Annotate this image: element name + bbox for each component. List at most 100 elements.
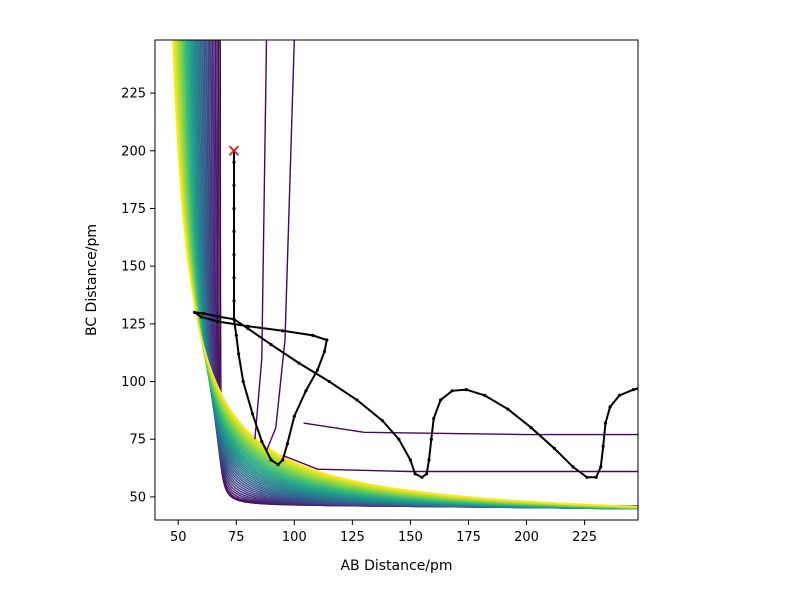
trajectory-point: [585, 475, 589, 479]
contour-line: [206, 40, 638, 510]
x-tick-label: 150: [398, 530, 423, 545]
contour-line: [172, 40, 638, 508]
trajectory-point: [327, 379, 331, 384]
trajectory-point: [232, 206, 236, 211]
contour-line: [190, 40, 638, 510]
contour-line: [198, 40, 638, 510]
contour-line: [210, 40, 638, 509]
trajectory-point: [603, 421, 608, 425]
trajectory-point: [322, 349, 327, 354]
contour-line: [196, 40, 638, 510]
trajectory-point: [269, 458, 273, 462]
x-tick-label: 50: [170, 530, 187, 545]
trajectory-point: [608, 405, 612, 409]
trajectory-point: [413, 472, 417, 476]
trajectory-point: [397, 437, 401, 441]
start-marker: [228, 145, 240, 156]
contour-line: [214, 40, 638, 508]
contour-line: [194, 40, 638, 510]
contour-line: [207, 40, 638, 509]
trajectory-point: [325, 338, 329, 342]
trajectory-point: [408, 458, 412, 462]
trajectory-point: [552, 446, 557, 451]
y-tick-label: 200: [121, 144, 146, 159]
trajectory-point: [232, 253, 236, 257]
contour-line: [213, 40, 638, 508]
contour-line: [191, 40, 638, 510]
trajectory-point: [232, 317, 236, 321]
contour-line: [199, 40, 638, 510]
trajectory-point: [631, 388, 636, 392]
y-tick-label: 125: [121, 317, 146, 332]
contour-line: [216, 40, 638, 508]
trajectory-point: [594, 475, 598, 479]
trajectory-point: [381, 419, 385, 423]
trajectory-point: [506, 407, 510, 411]
trajectory-point: [232, 183, 236, 187]
trajectory-point: [192, 310, 197, 314]
contour-lines: [172, 40, 638, 510]
trajectory-point: [571, 465, 575, 469]
x-tick-label: 225: [572, 530, 597, 545]
contour-line: [192, 40, 638, 510]
contour-line: [265, 40, 295, 452]
y-tick-label: 75: [129, 433, 146, 448]
plot-area-frame: [154, 39, 639, 521]
trajectory-point: [429, 437, 433, 441]
trajectory-point: [297, 361, 301, 365]
trajectory-point: [260, 439, 264, 444]
trajectory-point: [599, 465, 603, 469]
trajectory-point: [355, 398, 359, 402]
contour-line: [211, 40, 638, 509]
trajectory-point: [199, 315, 203, 319]
y-axis: 50 75 100 125 150 175 200 225: [121, 87, 155, 505]
trajectory-point: [311, 333, 315, 337]
trajectory-point: [281, 329, 285, 333]
marker-layer: [228, 145, 240, 156]
trajectory-point: [232, 229, 236, 234]
trajectory-point: [439, 398, 443, 402]
trajectory-point: [218, 315, 222, 319]
trajectory-point: [246, 324, 250, 328]
contour-line: [203, 40, 638, 510]
trajectory-point: [315, 368, 320, 372]
trajectory-point: [234, 333, 238, 337]
contour-line: [254, 40, 268, 440]
contour-line: [193, 40, 638, 510]
trajectory-point: [617, 393, 622, 397]
contour-line: [282, 454, 638, 473]
x-tick-label: 125: [340, 530, 365, 545]
trajectory-point: [427, 458, 431, 462]
trajectory-point: [237, 352, 241, 356]
contour-line: [217, 40, 638, 507]
trajectory-point: [601, 444, 605, 448]
y-tick-label: 50: [129, 490, 146, 505]
x-tick-label: 75: [228, 530, 245, 545]
contour-line: [303, 422, 638, 436]
y-tick-label: 175: [121, 202, 146, 217]
x-axis: 50 75 100 125 150 175 200 225: [170, 520, 597, 545]
trajectory-point: [450, 389, 454, 393]
contour-line: [202, 40, 638, 510]
trajectory-point: [281, 458, 285, 462]
y-axis-label: BC Distance/pm: [84, 224, 100, 336]
trajectory-point: [483, 393, 487, 397]
trajectory-point: [464, 388, 468, 392]
trajectory-point: [304, 389, 308, 393]
trajectory-point: [232, 160, 236, 164]
trajectory-point: [420, 475, 424, 479]
trajectory-point: [246, 326, 250, 331]
x-tick-label: 200: [514, 530, 539, 545]
x-tick-label: 175: [456, 530, 481, 545]
contour-line: [186, 40, 638, 510]
contour-line: [197, 40, 638, 510]
y-tick-label: 225: [121, 87, 146, 102]
contour-line: [201, 40, 638, 510]
x-axis-label: AB Distance/pm: [340, 558, 452, 574]
trajectory-point: [425, 472, 429, 476]
trajectory-point: [232, 299, 236, 303]
contour-line: [204, 40, 638, 510]
trajectory-point: [269, 343, 273, 347]
